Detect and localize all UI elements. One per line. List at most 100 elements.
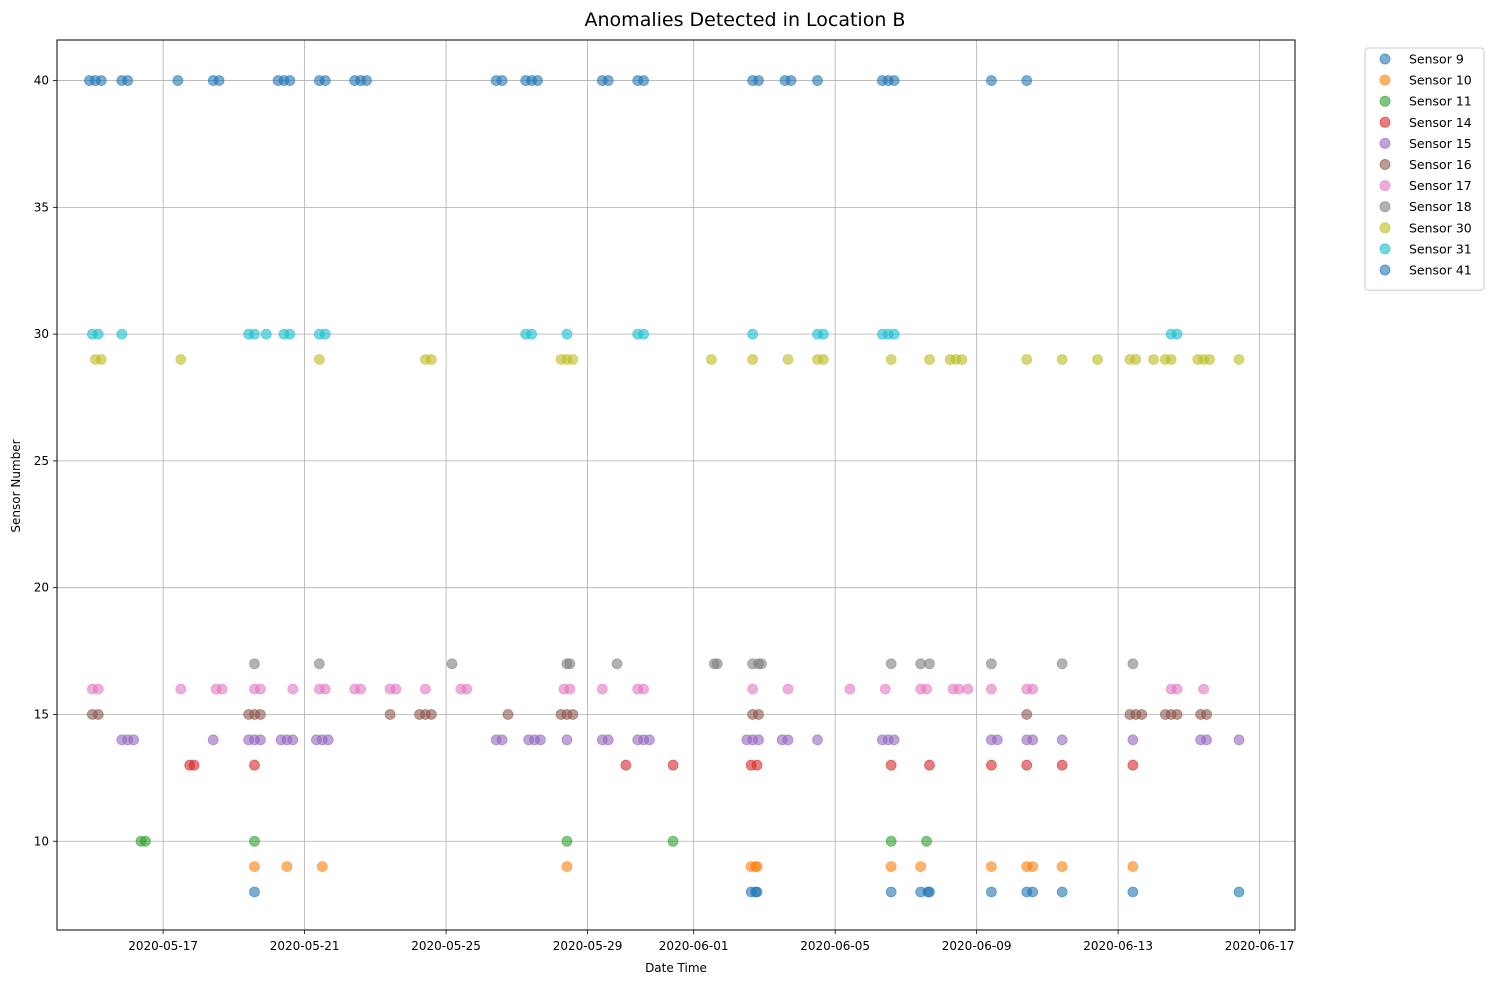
data-point <box>172 75 184 86</box>
y-axis: 10 15 20 25 30 35 40 <box>34 74 57 848</box>
data-point <box>638 328 649 340</box>
data-point <box>361 75 372 86</box>
data-point <box>1027 861 1039 873</box>
data-point <box>175 354 187 365</box>
data-point <box>1148 354 1159 365</box>
chart-title: Anomalies Detected in Location B <box>585 9 906 31</box>
x-axis-label: Date Time <box>645 961 707 975</box>
data-point <box>260 328 272 340</box>
legend-marker <box>1379 137 1391 149</box>
legend-entry: Sensor 18 <box>1409 199 1472 214</box>
data-point <box>313 354 325 365</box>
data-point <box>991 734 1003 746</box>
data-point <box>1056 354 1068 365</box>
data-point <box>322 734 334 746</box>
data-point <box>753 734 764 746</box>
y-axis-label: Sensor Number <box>9 439 23 532</box>
x-axis: 2020-05-17 2020-05-21 2020-05-25 2020-05-29… <box>128 930 1295 953</box>
data-point <box>249 759 260 771</box>
plot-frame <box>56 39 1296 931</box>
data-point <box>207 734 219 746</box>
data-point <box>985 861 997 873</box>
y-tick-label: 10 <box>34 834 49 848</box>
data-point <box>885 759 897 771</box>
data-point <box>985 75 997 86</box>
legend-entry: Sensor 10 <box>1409 73 1472 88</box>
data-point <box>390 683 402 695</box>
data-point <box>564 683 576 695</box>
data-point <box>313 658 325 670</box>
data-point <box>1127 734 1139 746</box>
data-point <box>92 328 104 340</box>
series-sensor-30 <box>89 354 1245 365</box>
data-point <box>638 683 649 695</box>
data-point <box>711 658 723 670</box>
data-point <box>747 328 759 340</box>
data-point <box>1027 734 1039 746</box>
data-point <box>602 75 614 86</box>
data-point <box>1056 658 1068 670</box>
series-sensor-41 <box>84 75 1033 86</box>
series-sensor-16 <box>86 709 1212 720</box>
data-point <box>319 683 331 695</box>
data-point <box>747 354 759 365</box>
x-tick-label: 2020-06-13 <box>1083 939 1153 953</box>
data-point <box>1027 683 1039 695</box>
data-point <box>254 734 266 746</box>
data-point <box>425 354 437 365</box>
y-tick-label: 40 <box>34 74 49 88</box>
data-point <box>567 354 579 365</box>
data-point <box>879 683 891 695</box>
data-point <box>1204 354 1215 365</box>
x-tick-label: 2020-06-17 <box>1225 939 1295 953</box>
data-point <box>1056 734 1068 746</box>
data-point <box>116 328 128 340</box>
data-point <box>924 886 935 898</box>
data-point <box>284 328 296 340</box>
data-point <box>316 861 328 873</box>
legend-entry: Sensor 31 <box>1409 241 1472 256</box>
data-point <box>885 354 897 365</box>
data-point <box>956 354 968 365</box>
legend-marker <box>1379 95 1391 107</box>
data-point <box>812 75 823 86</box>
data-point <box>756 658 767 670</box>
data-point <box>1171 683 1183 695</box>
data-point <box>249 658 260 670</box>
data-point <box>782 354 794 365</box>
data-point <box>561 835 573 847</box>
data-point <box>1056 861 1068 873</box>
data-point <box>254 709 266 720</box>
legend-box <box>1364 47 1485 291</box>
data-point <box>287 683 299 695</box>
data-point <box>287 734 299 746</box>
data-point <box>924 354 935 365</box>
data-point <box>461 683 473 695</box>
data-point <box>1130 354 1142 365</box>
data-point <box>281 861 293 873</box>
legend-marker <box>1379 159 1391 170</box>
data-point <box>1021 75 1033 86</box>
data-point <box>1127 658 1139 670</box>
data-point <box>644 734 655 746</box>
data-point <box>535 734 546 746</box>
legend-marker <box>1379 74 1391 86</box>
data-point <box>1092 354 1103 365</box>
data-point <box>985 658 997 670</box>
data-point <box>985 759 997 771</box>
data-point <box>446 658 458 670</box>
legend-marker <box>1379 222 1391 234</box>
data-point <box>705 354 717 365</box>
data-point <box>1233 886 1245 898</box>
data-point <box>1136 709 1148 720</box>
data-point <box>188 759 200 771</box>
y-tick-label: 25 <box>34 454 49 468</box>
data-point <box>92 683 104 695</box>
data-point <box>254 683 266 695</box>
data-point <box>1198 683 1210 695</box>
series-sensor-15 <box>116 734 1245 746</box>
data-point <box>1027 886 1039 898</box>
data-point <box>496 75 508 86</box>
legend: Sensor 9 Sensor 10 Sensor 11 Sensor 14 Senso… <box>1364 47 1485 291</box>
